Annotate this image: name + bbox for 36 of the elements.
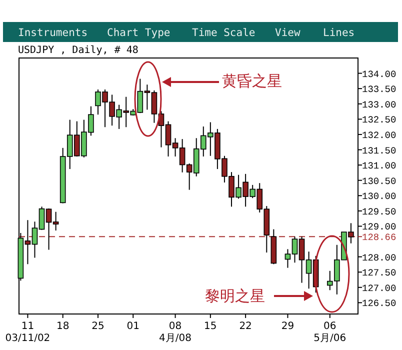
menu-item: Time Scale bbox=[192, 27, 256, 39]
x-tick-label: 03/11/02 bbox=[5, 333, 50, 344]
x-tick-label: 06 bbox=[324, 321, 336, 332]
x-tick-label: 5月/06 bbox=[314, 333, 346, 344]
y-tick-label: 126.50 bbox=[362, 298, 396, 310]
y-tick-label: 128.00 bbox=[362, 252, 396, 264]
y-tick-label: 131.00 bbox=[362, 160, 396, 172]
x-tick-label: 4月/08 bbox=[159, 333, 192, 344]
y-tick-label: 129.50 bbox=[362, 206, 396, 218]
x-tick-label: 01 bbox=[126, 321, 140, 332]
menu-item: Chart Type bbox=[107, 27, 170, 39]
menu-item: Instruments bbox=[18, 27, 88, 39]
x-tick-label: 25 bbox=[92, 321, 104, 332]
x-tick-label: 11 bbox=[21, 321, 34, 332]
x-tick-label: 15 bbox=[204, 321, 217, 332]
x-tick-label: 08 bbox=[168, 321, 182, 332]
x-tick-label: 22 bbox=[239, 321, 252, 332]
y-tick-label: 134.00 bbox=[362, 68, 396, 80]
y-tick-label: 132.00 bbox=[362, 130, 396, 141]
y-tick-label: 131.50 bbox=[362, 145, 396, 156]
x-tick-label: 18 bbox=[56, 321, 70, 332]
y-tick-label: 127.50 bbox=[362, 268, 396, 279]
annotation: 黎明之星 bbox=[205, 287, 265, 305]
ref-line-label: 128.66 bbox=[362, 232, 396, 244]
annotation: 黄昏之星 bbox=[222, 72, 282, 90]
y-tick-label: 129.00 bbox=[362, 222, 396, 233]
y-tick-label: 130.50 bbox=[362, 176, 396, 187]
y-tick-label: 133.00 bbox=[362, 99, 396, 110]
y-tick-label: 130.00 bbox=[362, 191, 396, 202]
y-tick-label: 132.50 bbox=[362, 114, 396, 126]
x-tick-label: 29 bbox=[281, 321, 294, 332]
menu-item: View bbox=[275, 27, 300, 39]
y-tick-label: 133.50 bbox=[362, 84, 396, 96]
y-tick-label: 127.00 bbox=[362, 282, 396, 294]
menu-item: Lines bbox=[323, 27, 355, 39]
title: USDJPY , Daily, # 48 bbox=[18, 45, 138, 56]
